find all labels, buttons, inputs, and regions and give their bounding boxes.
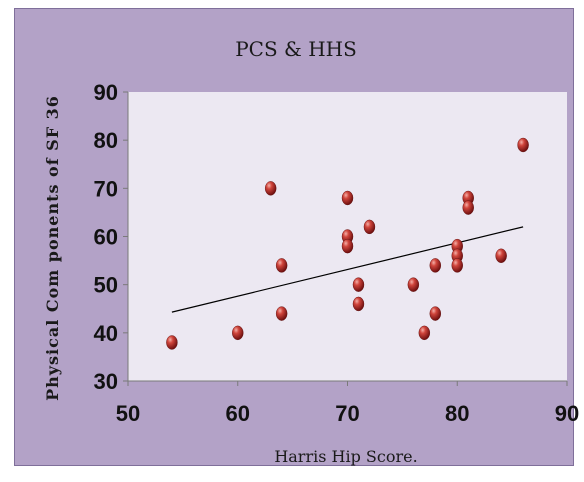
data-point (407, 277, 420, 292)
data-point (352, 296, 365, 312)
tick-labels: 30 40 50 60 70 80 90 50 60 70 80 90 (94, 80, 580, 426)
y-tick-label: 60 (94, 225, 118, 250)
trendline (171, 226, 524, 313)
x-tick-label: 80 (445, 401, 469, 426)
data-point (275, 306, 288, 321)
data-point (341, 190, 354, 206)
data-point (232, 325, 244, 341)
data-point (429, 258, 441, 273)
y-tick-label: 50 (94, 273, 118, 298)
chart-title: PCS & HHS (235, 37, 357, 61)
x-tick-label: 60 (226, 401, 250, 426)
data-point (517, 137, 529, 153)
data-point (363, 219, 376, 235)
data-point (166, 335, 178, 350)
x-tick-label: 90 (555, 401, 579, 426)
data-point (275, 258, 288, 273)
x-tick-label: 50 (116, 401, 140, 426)
data-point (462, 200, 474, 215)
y-tick-label: 30 (94, 369, 118, 394)
data-point (341, 238, 354, 254)
data-point (352, 277, 365, 292)
y-axis-label: Physical Com ponents of SF 36 (43, 95, 62, 401)
data-point (451, 258, 463, 273)
y-tick-label: 70 (94, 176, 118, 201)
data-point (429, 306, 441, 321)
data-point (264, 181, 277, 196)
axes (123, 91, 568, 386)
x-tick-label: 70 (335, 401, 359, 426)
trendline-group (171, 226, 524, 313)
y-tick-label: 40 (94, 321, 118, 346)
data-point (418, 325, 431, 341)
y-tick-label: 80 (94, 128, 118, 153)
data-points (166, 137, 529, 350)
y-tick-label: 90 (94, 80, 118, 105)
x-axis-label: Harris Hip Score. (274, 447, 417, 466)
data-point (495, 248, 507, 263)
